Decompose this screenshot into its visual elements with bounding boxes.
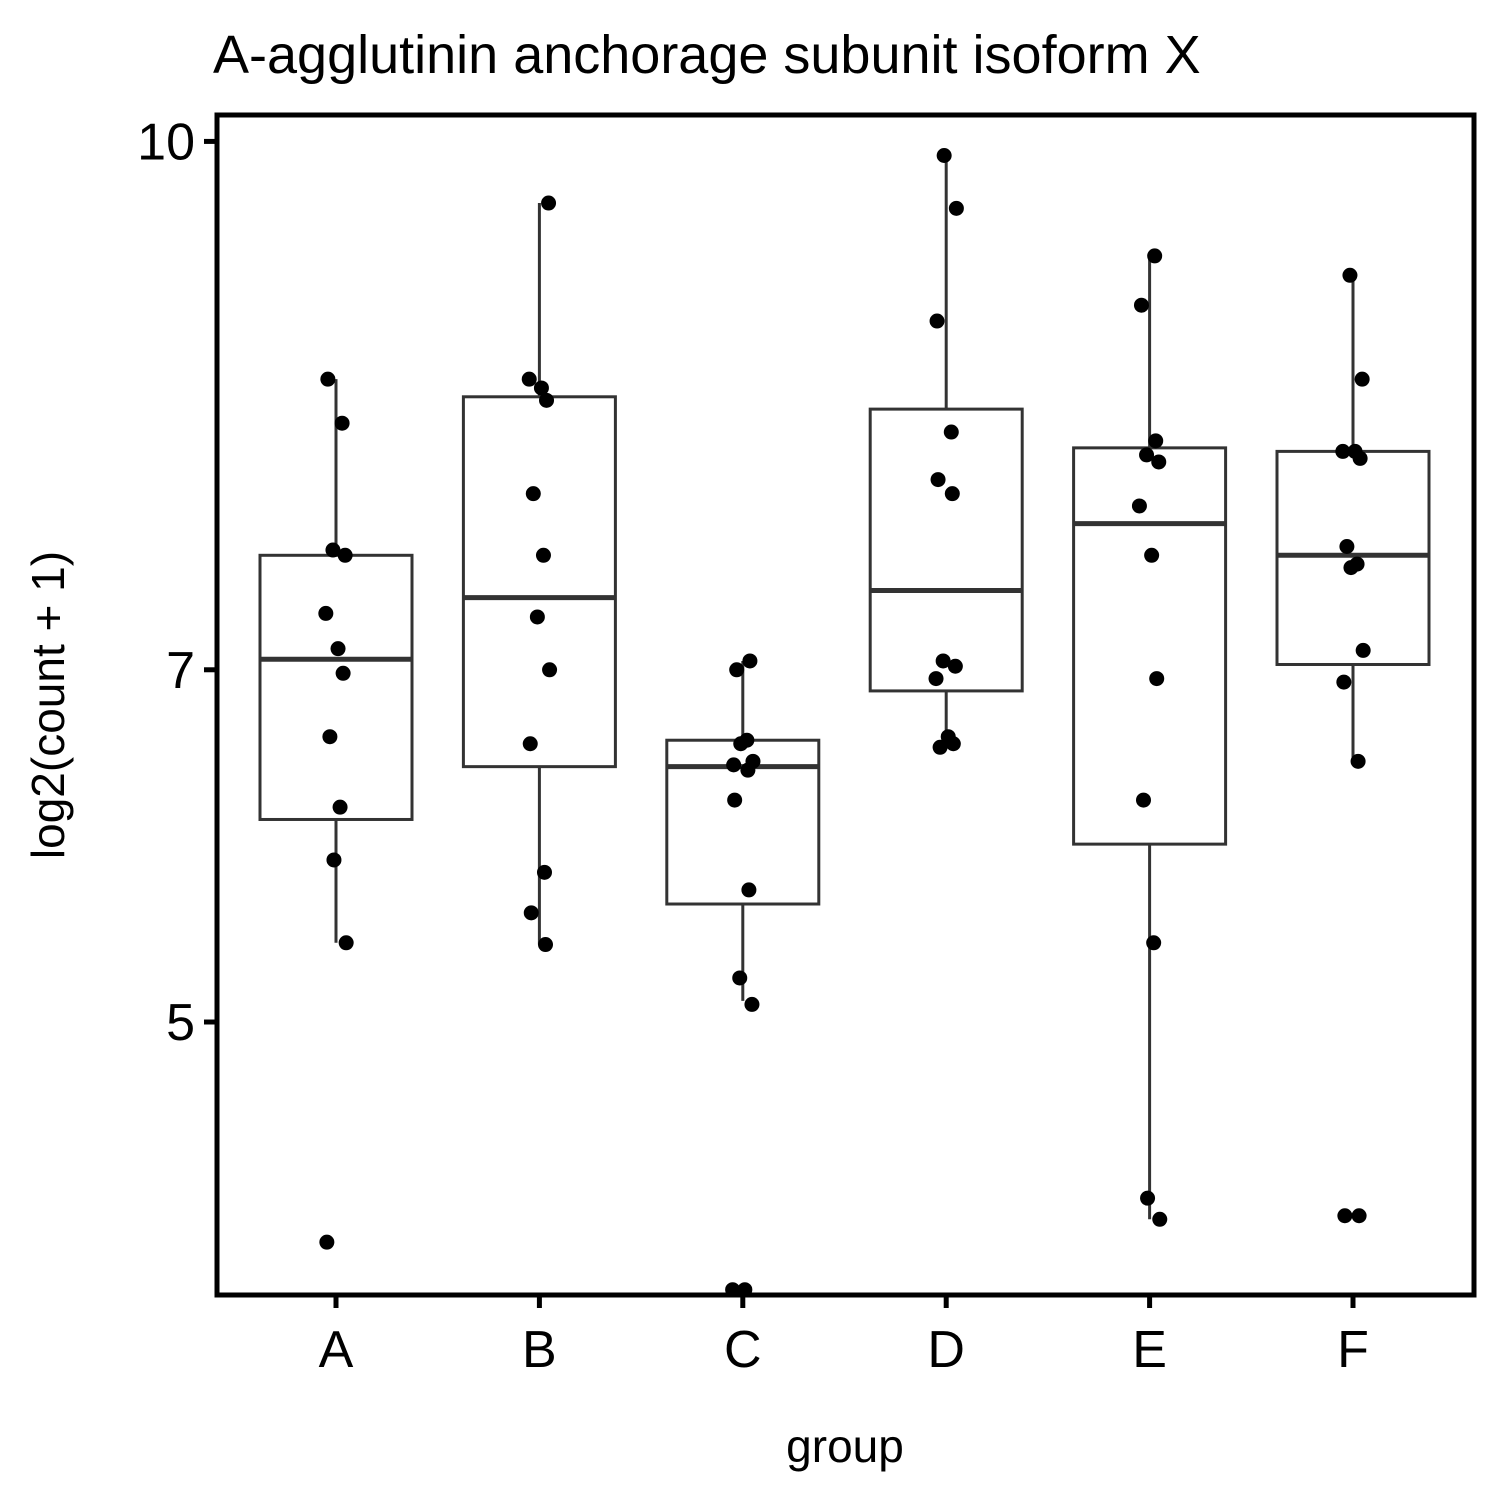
data-point-F	[1337, 1208, 1353, 1224]
data-point-A	[319, 1234, 335, 1250]
data-point-A	[322, 729, 338, 745]
data-point-C	[729, 662, 745, 678]
box-D	[868, 155, 1024, 748]
data-point-E	[1139, 447, 1155, 463]
data-point-B	[541, 195, 557, 211]
x-tick-label-D: D	[927, 1321, 965, 1379]
data-point-B	[536, 864, 552, 880]
data-point-E	[1146, 935, 1162, 951]
data-point-C	[726, 757, 742, 773]
x-tick-label-E: E	[1132, 1321, 1167, 1379]
iqr-box-E	[1072, 446, 1228, 846]
y-axis-title: log2(count + 1)	[22, 551, 74, 859]
data-point-E	[1151, 454, 1167, 470]
data-point-D	[948, 200, 964, 216]
data-point-E	[1144, 547, 1160, 563]
data-point-D	[935, 653, 951, 669]
data-point-A	[335, 665, 351, 681]
data-point-A	[338, 935, 354, 951]
data-point-B	[523, 905, 539, 921]
data-point-F	[1339, 538, 1355, 554]
data-point-D	[947, 658, 963, 674]
x-axis-title: group	[786, 1420, 904, 1472]
data-point-C	[740, 762, 756, 778]
data-point-D	[930, 472, 946, 488]
data-point-F	[1354, 371, 1370, 387]
data-point-D	[943, 424, 959, 440]
data-point-F	[1351, 1208, 1367, 1224]
data-point-D	[928, 671, 944, 687]
y-tick-label: 5	[166, 994, 195, 1052]
box-B	[461, 203, 617, 945]
iqr-box-A	[258, 553, 414, 821]
data-point-D	[936, 148, 952, 164]
data-point-A	[337, 547, 353, 563]
data-point-D	[929, 313, 945, 329]
data-point-E	[1133, 297, 1149, 313]
data-point-B	[522, 736, 538, 752]
data-point-F	[1350, 753, 1366, 769]
data-point-E	[1152, 1211, 1168, 1227]
y-axis: 5 7 10	[137, 113, 217, 1052]
data-point-E	[1148, 433, 1164, 449]
data-point-D	[932, 739, 948, 755]
data-point-B	[539, 392, 555, 408]
data-point-C	[741, 882, 757, 898]
box-C	[665, 660, 821, 1001]
data-point-B	[533, 380, 549, 396]
data-point-F	[1355, 642, 1371, 658]
y-tick-label: 10	[137, 113, 195, 171]
data-point-F	[1343, 560, 1359, 576]
data-point-F	[1352, 450, 1368, 466]
plot-area	[258, 148, 1431, 1298]
data-point-C	[742, 653, 758, 669]
data-point-C	[727, 792, 743, 808]
data-point-C	[732, 970, 748, 986]
data-point-D	[944, 486, 960, 502]
data-point-A	[330, 641, 346, 657]
data-point-F	[1336, 674, 1352, 690]
plot-panel-border	[214, 112, 1477, 1298]
iqr-box-B	[461, 395, 617, 769]
box-A	[258, 379, 414, 943]
data-point-C	[733, 736, 749, 752]
data-point-B	[538, 937, 554, 953]
data-point-A	[320, 371, 336, 387]
data-point-A	[318, 605, 334, 621]
data-point-E	[1131, 498, 1147, 514]
data-point-C	[744, 996, 760, 1012]
box-E	[1072, 255, 1228, 1220]
chart-title: A-agglutinin anchorage subunit isoform X	[213, 25, 1201, 85]
data-point-A	[326, 852, 342, 868]
x-tick-label-F: F	[1337, 1321, 1369, 1379]
data-point-A	[334, 415, 350, 431]
x-axis: A B C D E F	[319, 1295, 1369, 1379]
data-point-B	[542, 662, 558, 678]
x-tick-label-B: B	[522, 1321, 557, 1379]
data-point-B	[521, 371, 537, 387]
data-point-B	[535, 547, 551, 563]
data-point-D	[945, 736, 961, 752]
data-point-F	[1342, 267, 1358, 283]
data-point-E	[1140, 1190, 1156, 1206]
data-point-B	[525, 486, 541, 502]
data-point-A	[325, 542, 341, 558]
box-F	[1275, 275, 1431, 762]
y-tick-label: 7	[166, 642, 195, 700]
data-point-F	[1335, 443, 1351, 459]
data-point-E	[1149, 671, 1165, 687]
data-point-B	[529, 609, 545, 625]
iqr-box-D	[868, 407, 1024, 693]
x-tick-label-C: C	[724, 1321, 762, 1379]
data-point-A	[332, 799, 348, 815]
data-point-E	[1147, 248, 1163, 264]
data-point-E	[1135, 792, 1151, 808]
x-tick-label-A: A	[319, 1321, 354, 1379]
